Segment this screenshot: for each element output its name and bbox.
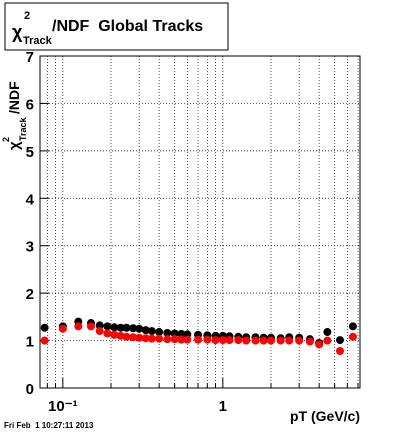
data-point [155, 328, 164, 337]
data-point [147, 327, 156, 336]
x-tick-label: 1 [219, 398, 227, 415]
y-tick-label: 5 [26, 144, 34, 161]
y-tick-label: 6 [26, 96, 34, 113]
data-point [74, 322, 83, 331]
data-point [135, 324, 144, 333]
data-point [336, 347, 345, 356]
data-point [87, 322, 96, 331]
data-point [170, 335, 179, 344]
data-point [163, 335, 172, 344]
y-label-sub: Track [18, 116, 28, 141]
data-point [122, 323, 131, 332]
data-point [218, 336, 227, 345]
data-point [323, 336, 332, 345]
data-point [129, 324, 138, 333]
data-point [163, 328, 172, 337]
y-tick-label: 0 [26, 381, 34, 398]
y-label-rest: /NDF [6, 81, 22, 114]
title-sub: Track [23, 35, 53, 47]
data-point [295, 336, 304, 345]
y-label-sup: 2 [1, 137, 11, 142]
data-point [259, 336, 268, 345]
data-point [170, 329, 179, 338]
data-point [147, 334, 156, 343]
y-tick-label: 3 [26, 239, 34, 256]
data-point [129, 333, 138, 342]
data-point [141, 326, 150, 335]
data-point [234, 336, 243, 345]
data-point [155, 334, 164, 343]
data-point [348, 322, 357, 331]
data-point [177, 335, 186, 344]
data-point [110, 323, 119, 332]
x-tick-label: 10⁻¹ [48, 398, 78, 415]
data-point [177, 329, 186, 338]
data-point [58, 324, 67, 333]
data-point [315, 340, 324, 349]
data-point [211, 336, 220, 345]
data-point [141, 334, 150, 343]
data-point [122, 332, 131, 341]
y-label-symbol: χ [6, 141, 23, 150]
data-point [183, 335, 192, 344]
x-axis-label: pT (GeV/c) [290, 408, 360, 424]
data-point [203, 335, 212, 344]
title-box [4, 2, 229, 51]
data-point [110, 330, 119, 339]
data-point [135, 333, 144, 342]
y-tick-label: 2 [26, 286, 34, 303]
title-sup: 2 [24, 10, 30, 22]
data-point [225, 336, 234, 345]
data-point [40, 336, 49, 345]
data-point [116, 323, 125, 332]
y-axis-label: χ 2 Track /NDF [1, 81, 28, 150]
data-point [336, 336, 345, 345]
y-tick-label: 4 [26, 191, 35, 208]
data-point [95, 321, 104, 330]
title-symbol: χ [12, 22, 23, 42]
data-point [103, 329, 112, 338]
data-point [103, 322, 112, 331]
data-point [305, 337, 314, 346]
data-point [266, 336, 275, 345]
footer: Fri Feb 1 10:27:11 2013 [4, 421, 94, 430]
data-point [95, 327, 104, 336]
data-point [40, 323, 49, 332]
chart-title: χ 2 Track /NDF Global Tracks [12, 10, 203, 47]
y-tick-label: 7 [26, 49, 34, 66]
y-tick-label: 1 [26, 334, 34, 351]
data-point [194, 335, 203, 344]
data-point [276, 336, 285, 345]
title-rest: /NDF Global Tracks [52, 18, 203, 35]
data-point [323, 328, 332, 337]
data-point [251, 336, 260, 345]
data-point [285, 336, 294, 345]
data-point [242, 336, 251, 345]
data-point [348, 332, 357, 341]
